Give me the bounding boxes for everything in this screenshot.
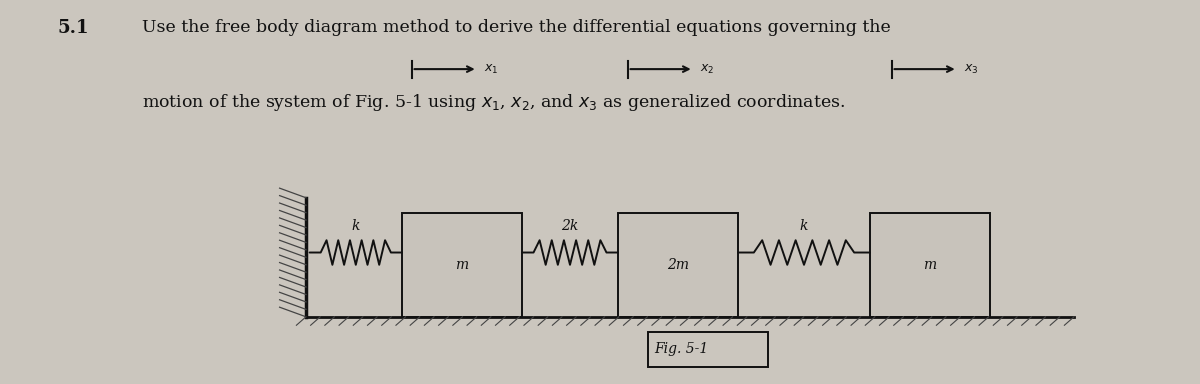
Text: Fig. 5-1: Fig. 5-1 xyxy=(654,343,708,356)
Text: 2k: 2k xyxy=(562,219,578,233)
Text: k: k xyxy=(800,219,808,233)
Text: k: k xyxy=(352,219,360,233)
Text: $x_3$: $x_3$ xyxy=(964,63,978,76)
Text: 5.1: 5.1 xyxy=(58,19,89,37)
Bar xyxy=(870,213,990,317)
Text: motion of the system of Fig. 5-1 using $x_1$, $x_2$, and $x_3$ as generalized co: motion of the system of Fig. 5-1 using $… xyxy=(142,92,845,113)
Text: m: m xyxy=(924,258,936,272)
Bar xyxy=(618,213,738,317)
Text: 2m: 2m xyxy=(667,258,689,272)
Bar xyxy=(648,332,768,367)
Text: m: m xyxy=(456,258,468,272)
Text: $x_1$: $x_1$ xyxy=(484,63,498,76)
Text: Use the free body diagram method to derive the differential equations governing : Use the free body diagram method to deri… xyxy=(142,19,890,36)
Bar xyxy=(402,213,522,317)
Text: $x_2$: $x_2$ xyxy=(700,63,714,76)
